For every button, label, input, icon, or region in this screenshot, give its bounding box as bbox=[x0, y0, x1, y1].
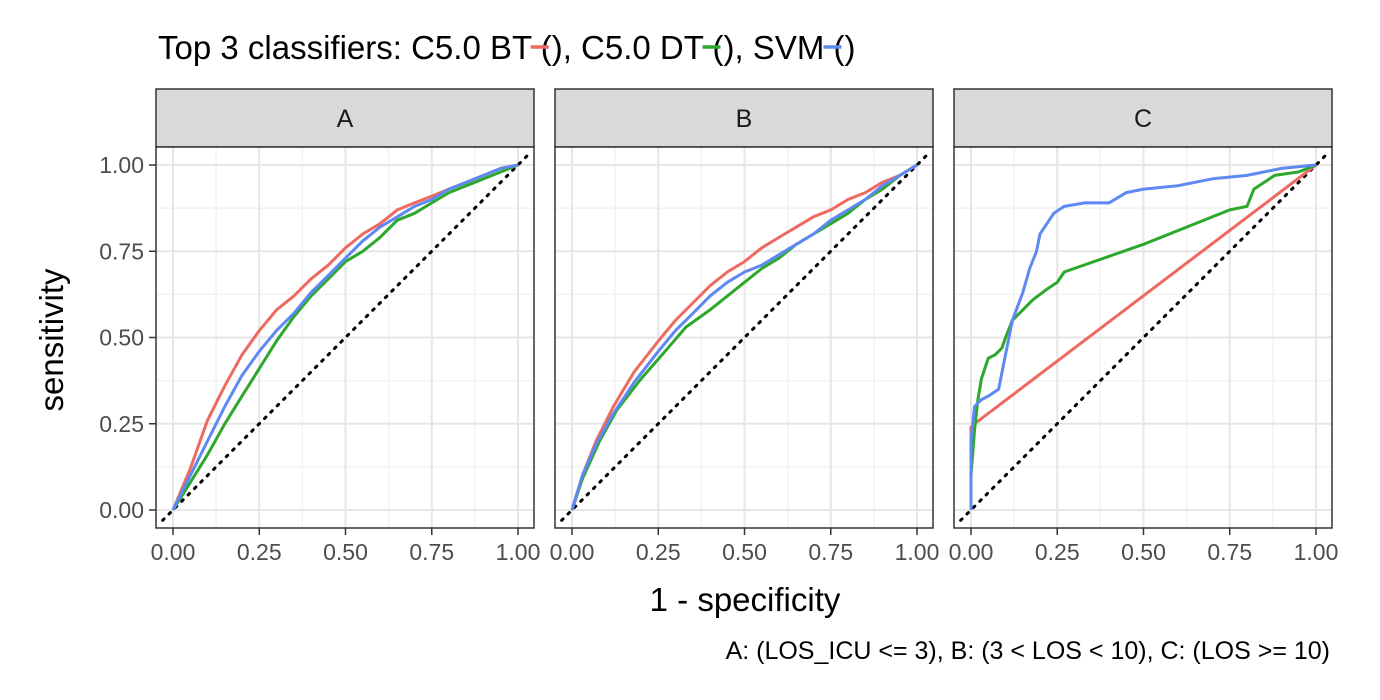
x-tick-label: 0.00 bbox=[151, 539, 196, 565]
x-tick-label: 0.75 bbox=[1207, 539, 1252, 565]
series-line-svm bbox=[969, 163, 1317, 510]
title-close-dt: ) bbox=[723, 29, 734, 66]
x-tick-label: 1.00 bbox=[895, 539, 940, 565]
series-line-c5-0-dt bbox=[969, 163, 1317, 510]
title-close-bt: ) bbox=[552, 29, 563, 66]
x-tick-label: 0.25 bbox=[237, 539, 282, 565]
x-tick-label: 0.25 bbox=[636, 539, 681, 565]
facet-strip-C bbox=[953, 88, 1333, 148]
y-tick-label: 0.00 bbox=[99, 497, 144, 523]
facet-strip-label: C bbox=[1134, 105, 1152, 133]
chance-diagonal bbox=[959, 153, 1328, 522]
panel-A: A 0.00 0.25 0.50 0.75 1.00 0.00 0.25 0.50 0.75 1.0… bbox=[99, 88, 541, 565]
x-tick-label: 0.25 bbox=[1035, 539, 1080, 565]
y-tick-label: 0.75 bbox=[99, 238, 144, 264]
y-axis-title: sensitivity bbox=[33, 268, 70, 412]
panel-B: B 0.00 0.25 0.50 0.75 1.00 bbox=[550, 88, 940, 565]
x-tick-label: 0.75 bbox=[808, 539, 853, 565]
facet-strip-label: A bbox=[337, 105, 354, 133]
chance-diagonal bbox=[560, 153, 929, 522]
series-line-c5-0-bt bbox=[570, 163, 918, 511]
title-close-svm: ) bbox=[844, 29, 855, 66]
facet-panels: A 0.00 0.25 0.50 0.75 1.00 0.00 0.25 0.50 0.75 1.0… bbox=[99, 88, 1339, 565]
chance-diagonal bbox=[161, 153, 530, 522]
y-tick-label: 0.50 bbox=[99, 325, 144, 351]
facet-strip-B bbox=[554, 88, 934, 148]
y-tick-label: 0.25 bbox=[99, 411, 144, 437]
facet-strip-label: B bbox=[736, 105, 753, 133]
x-tick-label: 1.00 bbox=[496, 539, 541, 565]
x-tick-label: 0.50 bbox=[323, 539, 368, 565]
x-axis-title: 1 - specificity bbox=[650, 581, 841, 618]
x-tick-label: 1.00 bbox=[1294, 539, 1339, 565]
title-label-dt: , C5.0 DT ( bbox=[563, 29, 724, 66]
x-tick-label: 0.00 bbox=[949, 539, 994, 565]
series-line-svm bbox=[171, 163, 519, 511]
y-tick-label: 1.00 bbox=[99, 152, 144, 178]
x-tick-label: 0.00 bbox=[550, 539, 595, 565]
series-line-c5-0-dt bbox=[171, 163, 519, 511]
title-label-bt: C5.0 BT ( bbox=[411, 29, 552, 66]
series-line-svm bbox=[570, 163, 918, 511]
panel-C: C 0.00 0.25 0.50 0.75 1.00 bbox=[949, 88, 1339, 565]
chart-title: Top 3 classifiers: C5.0 BT (), C5.0 DT (… bbox=[158, 29, 855, 66]
caption: A: (LOS_ICU <= 3), B: (3 < LOS < 10), C:… bbox=[726, 637, 1330, 665]
title-prefix: Top 3 classifiers: bbox=[158, 29, 411, 66]
x-tick-label: 0.50 bbox=[722, 539, 767, 565]
x-tick-label: 0.75 bbox=[409, 539, 454, 565]
x-tick-label: 0.50 bbox=[1121, 539, 1166, 565]
